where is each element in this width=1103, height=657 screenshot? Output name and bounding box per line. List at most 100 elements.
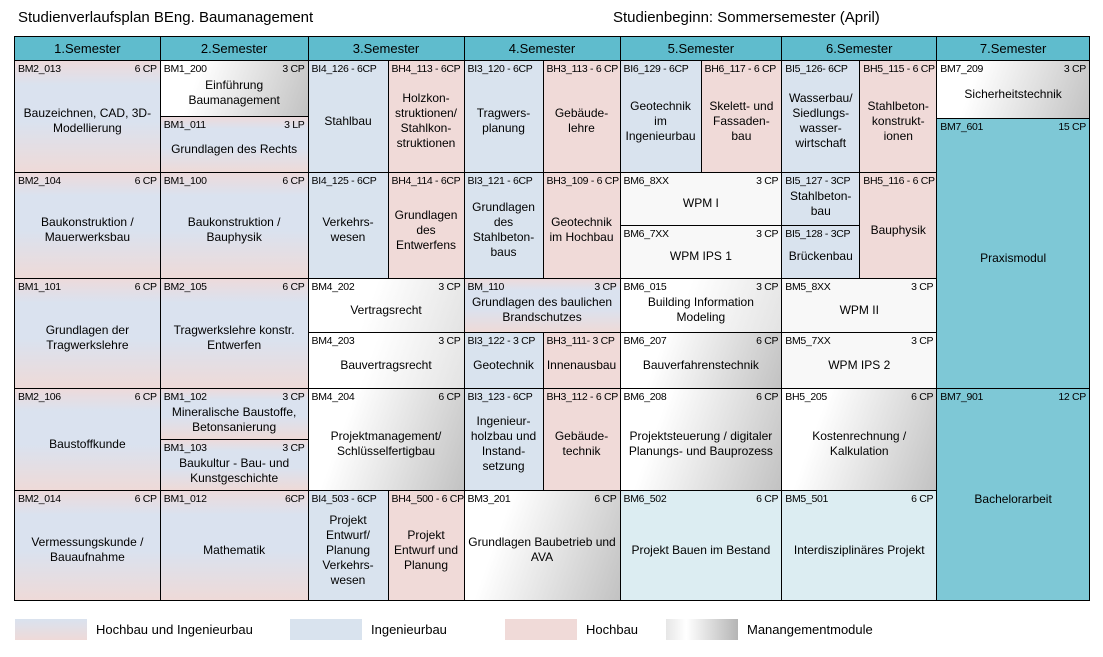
legend-item-managementmodule: Manangementmodule [666,619,873,640]
module-BH3_112: BH3_112 - 6 CP Gebäude-technik [543,389,621,491]
module-BI5_126: BI5_126- 6CP Wasserbau/ Siedlungs-wasser… [782,61,861,173]
module-title: Gebäude-technik [554,429,609,459]
module-title: Skelett- und Fassaden-bau [709,98,774,143]
module-code: BM6_502 [623,493,667,505]
module-code: BH3_109 - 6 CP [546,175,620,187]
module-title: Tragwerkslehre konstr. Entwerfen [173,323,295,353]
module-BM6_208: BM6_208 6 CP Projektsteuerung / digitaler… [620,389,783,491]
module-BM4_202: BM4_202 3 CP Vertragsrecht [308,279,465,333]
module-code: BM5_501 [785,493,829,505]
module-BM7_901: BM7_901 12 CP Bachelorarbeit [937,389,1090,601]
module-BM6_7XX: BM6_7XX 3 CP WPM IPS 1 [620,226,783,279]
module-code: BI6_129 - 6CP [623,63,689,75]
page-title: Studienverlaufsplan BEng. Baumanagement [18,9,314,26]
module-credits: 3 CP [911,335,934,347]
module-code: BI3_122 - 3 CP [467,335,536,347]
module-BM5_8XX: BM5_8XX 3 CP WPM II [782,279,938,333]
module-BH3_111: BH3_111- 3 CP Innenausbau [543,333,621,389]
module-BI4_125: BI4_125 - 6CP Verkehrs-wesen [308,173,389,279]
module-BH3_113: BH3_113 - 6 CP Gebäude-lehre [543,61,621,173]
module-BH4_113: BH4_113 - 6CP Holzkon-struktionen/ Stahl… [388,61,465,173]
legend-swatch-ingenieurbau [290,619,362,640]
module-credits: 3 CP [756,175,779,187]
legend-label: Hochbau und Ingenieurbau [96,622,253,637]
module-BM2_013: BM2_013 6 CP Bauzeichnen, CAD, 3D-Modelli… [15,61,161,173]
module-code: BI5_126- 6CP [785,63,848,75]
module-title: Interdisziplinäres Projekt [793,542,925,557]
module-BM1_100: BM1_100 6 CP Baukonstruktion / Bauphysik [160,173,309,279]
module-BM_110: BM_110 3 CP Grundlagen des baulichen Bran… [464,279,621,333]
module-code: BI5_128 - 3CP [785,228,851,240]
module-credits: 3 LP [284,119,305,131]
module-code: BM6_8XX [623,175,669,187]
module-BM3_201: BM3_201 6 CP Grundlagen Baubetrieb und AV… [464,491,621,601]
module-title: Mathematik [203,542,266,557]
module-title: Baustoffkunde [49,436,126,451]
module-BH5_115: BH5_115 - 6 CP Stahlbeton-konstrukt-ione… [860,61,938,173]
module-credits: 6 CP [134,391,157,403]
study-start-label: Studienbeginn: Sommersemester (April) [613,9,880,26]
module-credits: 6 CP [282,281,305,293]
module-credits: 3 CP [756,281,779,293]
module-code: BM4_203 [311,335,355,347]
module-title: Baukonstruktion / Bauphysik [187,215,281,245]
semester-column-4: 4.Semester BI3_120 - 6CP Tragwers-planun… [464,37,621,601]
module-title: WPM IPS 1 [669,249,732,264]
module-title: Bauvertragsrecht [340,357,432,372]
module-credits: 3 CP [756,228,779,240]
semester-header-1: 1.Semester [15,37,161,61]
module-code: BI3_121 - 6CP [467,175,533,187]
legend-swatch-managementmodule [666,619,738,640]
module-credits: 6 CP [911,391,934,403]
module-code: BI5_127 - 3CP [785,175,851,187]
legend-label: Hochbau [586,622,639,637]
module-code: BH4_113 - 6CP [391,63,461,75]
semester-header-4: 4.Semester [464,37,621,61]
module-title: Verkehrs-wesen [322,215,374,245]
module-BI3_122: BI3_122 - 3 CP Geotechnik [464,333,544,389]
module-BM2_105: BM2_105 6 CP Tragwerkslehre konstr. Entwe… [160,279,309,389]
module-title: Vertragsrecht [350,302,422,317]
module-credits: 3 CP [282,442,305,454]
module-credits: 3 CP [438,281,461,293]
semester-header-5: 5.Semester [620,37,783,61]
module-BM6_502: BM6_502 6 CP Projekt Bauen im Bestand [620,491,783,601]
module-title: Bachelorarbeit [974,491,1052,506]
module-BH5_205: BH5_205 6 CP Kostenrechnung / Kalkulation [782,389,938,491]
module-title: Ingenieur-holzbau und Instand-setzung [470,414,537,474]
module-BI3_123: BI3_123 - 6CP Ingenieur-holzbau und Inst… [464,389,544,491]
module-BI4_126: BI4_126 - 6CP Stahlbau [308,61,389,173]
module-code: BM1_101 [18,281,61,293]
legend-swatch-hochbau [505,619,577,640]
module-code: BI4_125 - 6CP [311,175,377,187]
module-code: BH4_500 - 6 CP [391,493,464,505]
module-code: BI4_503 - 6CP [311,493,377,505]
module-title: Building Information Modeling [647,295,754,325]
module-title: Stahlbau [324,113,372,128]
module-title: Innenausbau [546,357,617,372]
legend-label: Ingenieurbau [371,622,447,637]
module-credits: 6CP [284,493,305,505]
module-BH3_109: BH3_109 - 6 CP Geotechnik im Hochbau [543,173,621,279]
module-BM4_204: BM4_204 6 CP Projektmanagement/ Schlüssel… [308,389,465,491]
module-title: Baukonstruktion / Mauerwerksbau [41,215,134,245]
semester-header-7: 7.Semester [937,37,1090,61]
module-code: BM3_201 [467,493,511,505]
module-code: BM_110 [467,281,505,293]
module-code: BM7_209 [940,63,984,75]
module-title: Wasserbau/ Siedlungs-wasser-wirtschaft [788,91,853,151]
module-title: Grundlagen der Tragwerkslehre [45,323,130,353]
module-credits: 6 CP [756,391,779,403]
module-BM1_102: BM1_102 3 CP Mineralische Baustoffe, Beto… [160,389,309,440]
module-title: WPM I [682,196,719,211]
module-BM4_203: BM4_203 3 CP Bauvertragsrecht [308,333,465,389]
module-credits: 3 CP [911,281,934,293]
module-BM7_209: BM7_209 3 CP Sicherheitstechnik [937,61,1090,119]
module-title: Grundlagen des Stahlbeton-baus [472,200,535,260]
module-title: Sicherheitstechnik [964,86,1062,101]
legend: Hochbau und Ingenieurbau Ingenieurbau Ho… [0,615,1103,657]
module-BM1_011: BM1_011 3 LP Grundlagen des Rechts [160,117,309,173]
semester-column-3: 3.Semester BI4_126 - 6CP Stahlbau BH4_11… [308,37,465,601]
module-credits: 3 CP [282,391,305,403]
module-code: BM2_104 [18,175,61,187]
